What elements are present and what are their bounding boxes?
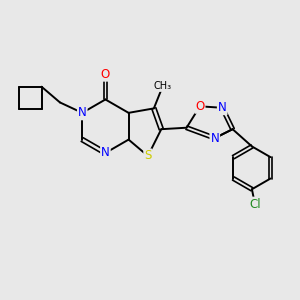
- Text: N: N: [210, 132, 219, 145]
- Text: Cl: Cl: [249, 198, 261, 211]
- Text: O: O: [195, 100, 205, 113]
- Text: N: N: [218, 101, 226, 114]
- Text: CH₃: CH₃: [154, 81, 172, 91]
- Text: O: O: [101, 68, 110, 81]
- Text: N: N: [78, 106, 87, 119]
- Text: N: N: [101, 146, 110, 160]
- Text: S: S: [144, 149, 152, 162]
